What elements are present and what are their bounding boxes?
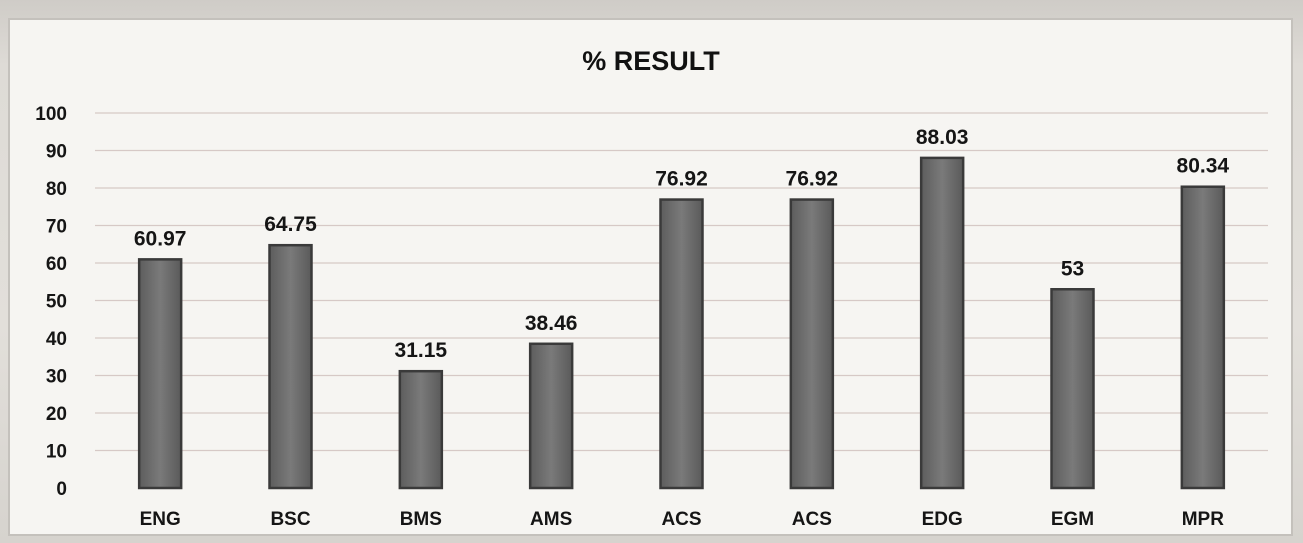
y-tick-label: 20 (46, 404, 67, 425)
y-tick-label: 40 (46, 329, 67, 350)
y-tick-label: 50 (46, 292, 67, 313)
y-tick-label: 80 (46, 179, 67, 200)
bar-ams (528, 342, 574, 490)
category-label: ENG (140, 509, 181, 530)
category-label: BSC (270, 509, 310, 530)
bars (137, 156, 1226, 490)
data-label: 53 (1061, 257, 1084, 280)
category-label: EDG (922, 509, 963, 530)
bar-bsc (268, 243, 313, 490)
data-labels: 60.97 64.75 31.15 38.46 76.92 76.92 88.03 53 80.… (134, 126, 1230, 362)
category-label: MPR (1182, 509, 1225, 530)
data-label: 76.92 (786, 168, 839, 191)
x-axis-category-labels: ENG BSC BMS AMS ACS ACS EDG EGM MPR (140, 509, 1225, 530)
bar-egm (1050, 288, 1095, 490)
bar-eng (137, 258, 183, 490)
category-label: ACS (661, 509, 701, 530)
y-tick-label: 90 (46, 142, 67, 163)
data-label: 60.97 (134, 227, 187, 250)
category-label: ACS (792, 509, 832, 530)
category-label: AMS (530, 509, 572, 530)
y-axis-tick-labels: 0 10 20 30 40 50 60 70 80 90 100 (35, 104, 67, 500)
bar-bms (398, 369, 444, 490)
y-tick-label: 0 (56, 479, 67, 500)
bar-edg (919, 156, 965, 490)
category-label: BMS (400, 509, 442, 530)
category-label: EGM (1051, 509, 1094, 530)
y-tick-label: 10 (46, 442, 67, 463)
chart-title: % RESULT (582, 46, 720, 76)
bar-acs (659, 198, 704, 490)
data-label: 64.75 (264, 213, 317, 236)
data-label: 38.46 (525, 312, 578, 335)
data-label: 80.34 (1177, 155, 1230, 178)
data-label: 31.15 (395, 339, 448, 362)
y-tick-label: 70 (46, 217, 67, 238)
data-label: 88.03 (916, 126, 969, 149)
data-label: 76.92 (655, 168, 708, 191)
y-tick-label: 30 (46, 367, 67, 388)
y-tick-label: 60 (46, 254, 67, 275)
bar-mpr (1180, 185, 1226, 490)
bar-acs (789, 198, 835, 490)
y-tick-label: 100 (35, 104, 67, 125)
